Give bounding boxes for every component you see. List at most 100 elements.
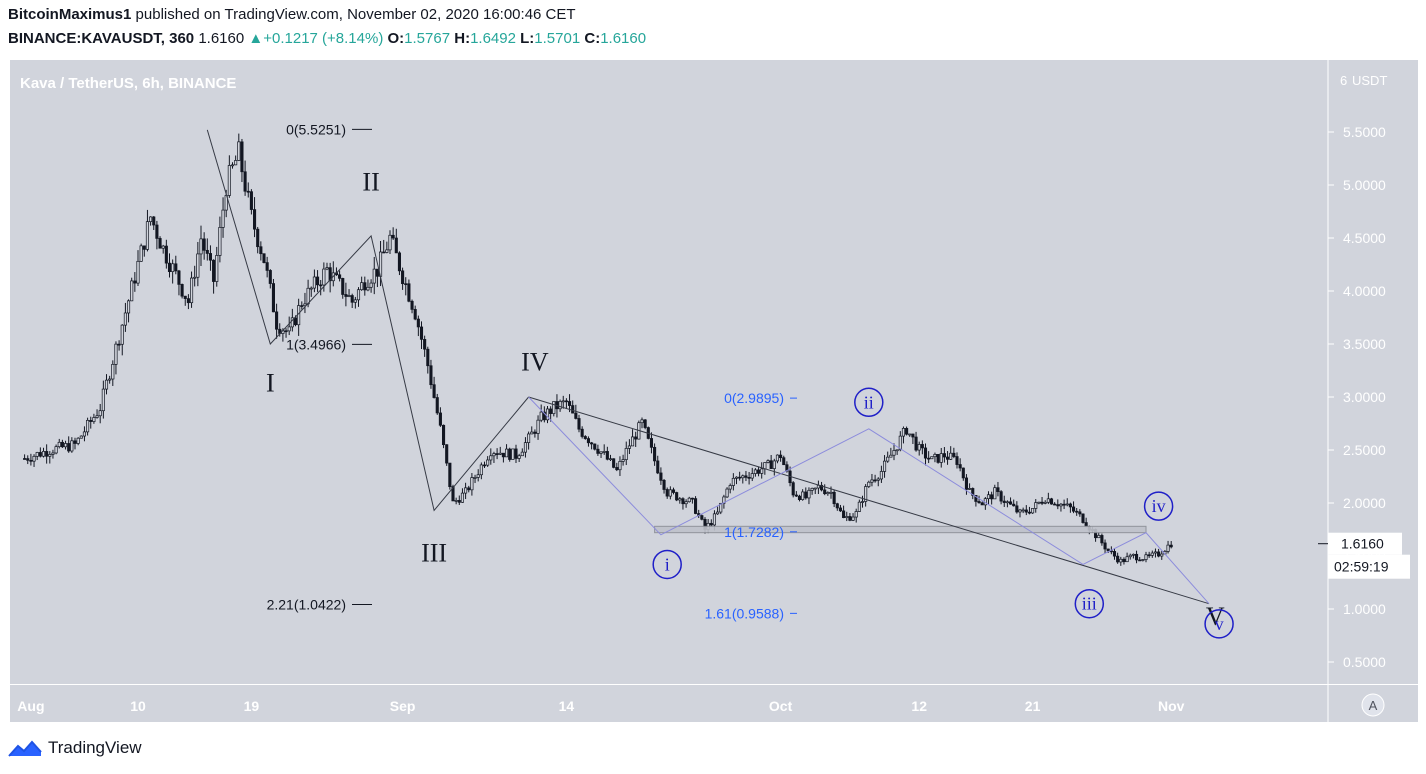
candle-body — [630, 436, 635, 447]
candle-body — [514, 448, 518, 459]
candle-body — [319, 284, 323, 287]
candle-body — [76, 437, 80, 444]
candle-body — [542, 411, 546, 421]
candle-body — [142, 245, 146, 250]
chart-title: Kava / TetherUS, 6h, BINANCE — [20, 75, 236, 92]
candle-body — [845, 516, 849, 519]
currency-label: USDT — [1352, 73, 1387, 88]
candle-body — [205, 249, 209, 254]
candle-body — [640, 419, 644, 424]
candle-body — [775, 454, 780, 462]
candle-body — [753, 469, 757, 474]
candle-body — [41, 451, 46, 457]
candle-body — [45, 451, 49, 457]
candle-body — [886, 456, 890, 462]
candle-body — [1071, 506, 1076, 512]
candle-body — [325, 267, 329, 270]
candle-body — [860, 501, 865, 503]
time-axis[interactable]: Aug 10 19 Sep 14 Oct 12 21 Nov A — [17, 693, 1385, 717]
candle-body — [876, 478, 880, 481]
candle-body — [1128, 554, 1132, 558]
candle-body — [747, 477, 751, 479]
candle-body — [624, 448, 628, 460]
candle-body — [958, 464, 962, 469]
candle-body — [114, 343, 118, 365]
candle-body — [993, 487, 997, 500]
candle-body — [174, 263, 178, 272]
candle-body — [615, 467, 619, 471]
candle-body — [328, 267, 332, 282]
y-tick-label: 6 — [1340, 73, 1347, 88]
candle-body — [656, 460, 660, 474]
candle-body — [974, 495, 978, 502]
candle-body — [117, 343, 121, 346]
candle-body — [750, 473, 754, 479]
price-axis[interactable]: 6 USDT 5.5000 5.0000 4.5000 4.0000 3.5000 3.000… — [1318, 73, 1410, 670]
candle-body — [51, 452, 55, 455]
candle-body — [448, 462, 452, 487]
candle-body — [797, 495, 802, 500]
candle-body — [316, 276, 320, 286]
candle-body — [495, 453, 499, 455]
candle-body — [26, 458, 30, 461]
author-name[interactable]: BitcoinMaximus1 — [8, 6, 132, 23]
candle-body — [596, 448, 600, 454]
candle-body — [347, 295, 351, 297]
candle-body — [1138, 559, 1142, 562]
candle-body — [306, 287, 310, 305]
candle-body — [1024, 509, 1028, 513]
candle-body — [401, 270, 405, 285]
candle-body — [199, 238, 203, 255]
candle-body — [208, 253, 213, 261]
candle-body — [212, 259, 216, 282]
candle-body — [917, 444, 921, 451]
candle-body — [911, 433, 915, 438]
candle-body — [1116, 555, 1120, 563]
candle-body — [372, 268, 376, 284]
candle-body — [927, 457, 931, 460]
x-tick-label: 14 — [559, 698, 575, 714]
candle-body — [1068, 503, 1072, 508]
candle-body — [1021, 509, 1025, 512]
candle-body — [407, 283, 411, 302]
candle-body — [470, 477, 474, 491]
candle-body — [133, 280, 137, 284]
candle-body — [1046, 498, 1050, 503]
candle-body — [665, 489, 669, 497]
candle-body — [517, 455, 521, 459]
candle-body — [794, 494, 798, 497]
candle-body — [908, 433, 912, 436]
candle-body — [700, 515, 704, 520]
candle-body — [643, 419, 647, 428]
candle-body — [202, 238, 206, 251]
candle-body — [659, 472, 663, 481]
candle-body — [451, 486, 455, 502]
candle-body — [527, 433, 531, 443]
candle-body — [426, 348, 430, 367]
candle-body — [275, 311, 279, 330]
candle-body — [964, 477, 969, 490]
candle-body — [945, 456, 950, 460]
candle-body — [23, 458, 27, 460]
candle-body — [284, 330, 288, 333]
candle-body — [237, 141, 241, 161]
candle-body — [1059, 503, 1063, 507]
price-chart[interactable]: Kava / TetherUS, 6h, BINANCE 6 USDT 5.5000… — [0, 60, 1426, 724]
subwave-circle — [652, 549, 682, 580]
candle-body — [60, 441, 64, 448]
fib-level-label: 0(5.5251) — [286, 121, 346, 137]
candle-body — [259, 246, 263, 255]
candle-body — [108, 378, 112, 381]
candle-body — [968, 488, 972, 490]
last-price: 1.6160 — [198, 30, 245, 47]
candle-body — [221, 209, 225, 228]
candle-body — [561, 400, 565, 403]
candle-body — [48, 454, 52, 457]
candle-body — [671, 489, 676, 493]
candle-body — [432, 384, 436, 398]
fib-level-label: 1(3.4966) — [286, 336, 346, 352]
candle-body — [104, 379, 109, 390]
y-tick-label: 2.5000 — [1343, 442, 1386, 458]
tradingview-logo[interactable]: TradingView — [8, 738, 142, 758]
candle-body — [363, 282, 367, 291]
